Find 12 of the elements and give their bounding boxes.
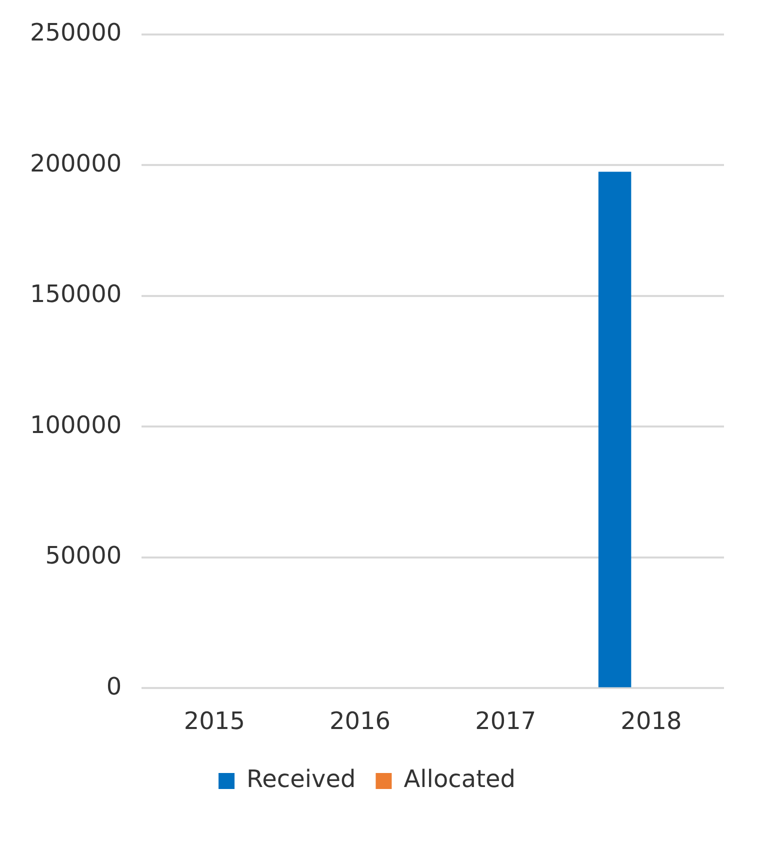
x-tick-label: 2015 (184, 706, 245, 735)
y-tick-label: 100000 (30, 410, 122, 439)
y-tick-label: 200000 (30, 149, 122, 178)
y-tick-label: 0 (106, 672, 122, 700)
y-tick-label: 50000 (45, 542, 122, 570)
legend-label: Allocated (404, 765, 516, 794)
y-tick-label: 150000 (30, 280, 122, 308)
legend-label: Received (246, 765, 356, 794)
y-tick-label: 250000 (30, 18, 122, 47)
x-tick-label: 2018 (620, 706, 682, 735)
x-tick-label: 2016 (329, 706, 391, 735)
x-tick-label: 2017 (475, 706, 536, 735)
